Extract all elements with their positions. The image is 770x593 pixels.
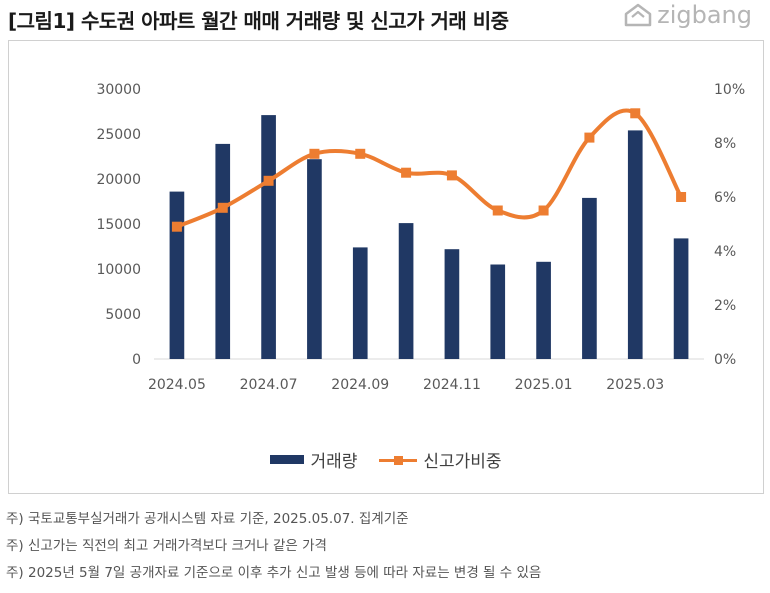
legend-label-ratio: 신고가비중 xyxy=(423,452,502,472)
legend-swatch-line xyxy=(379,453,418,467)
ratio-point-2025.03 xyxy=(630,108,641,119)
legend: 거래량 신고가비중 xyxy=(9,447,763,472)
bar-2025.01 xyxy=(536,261,551,359)
footnotes: 주) 국토교통부실거래가 공개시스템 자료 기준, 2025.05.07. 집계… xyxy=(6,506,541,587)
y-left-tick-label: 15000 xyxy=(96,217,141,233)
footnote-1: 주) 국토교통부실거래가 공개시스템 자료 기준, 2025.05.07. 집계… xyxy=(6,511,409,527)
bar-2024.11 xyxy=(444,249,460,359)
ratio-line xyxy=(174,108,684,229)
y-right-tick-label: 0% xyxy=(714,352,736,368)
bar-2024.12 xyxy=(490,264,506,359)
legend-item-ratio: 신고가비중 xyxy=(379,447,502,472)
legend-item-volume: 거래량 xyxy=(270,447,357,472)
x-tick-label: 2024.09 xyxy=(331,377,389,393)
ratio-point-2024.05 xyxy=(171,221,182,232)
ratio-point-2024.10 xyxy=(401,167,412,178)
y-right-tick-label: 4% xyxy=(714,244,736,260)
y-right-tick-label: 10% xyxy=(714,82,745,98)
bar-2024.10 xyxy=(398,223,414,359)
y-left-tick-label: 0 xyxy=(132,352,141,368)
chart-title: [그림1] 수도권 아파트 월간 매매 거래량 및 신고가 거래 비중 xyxy=(8,9,509,33)
x-tick-label: 2025.03 xyxy=(606,377,664,393)
ratio-point-2025.04 xyxy=(676,192,687,202)
y-left-tick-label: 10000 xyxy=(96,262,141,278)
ratio-point-2024.08 xyxy=(309,148,320,159)
x-tick-label: 2025.01 xyxy=(515,377,573,393)
bar-2025.02 xyxy=(582,197,597,359)
x-tick-label: 2024.07 xyxy=(240,377,298,393)
y-right-tick-label: 8% xyxy=(714,136,736,152)
y-left-tick-label: 5000 xyxy=(105,307,141,323)
chart-area: 0 5000 10000 15000 20000 25000 30000 0% 2% 4% 6% 8… xyxy=(8,40,764,494)
ratio-point-2025.02 xyxy=(584,132,595,143)
ratio-point-2024.11 xyxy=(446,170,457,181)
ratio-point-2025.01 xyxy=(538,205,549,216)
ratio-point-2024.09 xyxy=(355,148,366,159)
y-left-tick-label: 20000 xyxy=(96,172,141,188)
legend-swatch-bar xyxy=(270,455,305,464)
x-tick-label: 2024.05 xyxy=(148,377,206,393)
ratio-point-2024.12 xyxy=(492,205,503,216)
line-series xyxy=(171,108,687,232)
bar-2025.04 xyxy=(673,238,689,359)
zigbang-house-icon xyxy=(624,3,652,27)
bar-2024.09 xyxy=(352,247,368,359)
y-right-tick-label: 6% xyxy=(714,190,736,206)
x-tick-label: 2024.11 xyxy=(423,377,481,393)
bar-2024.05 xyxy=(169,191,185,359)
y-right-axis: 0% 2% 4% 6% 8% 10% xyxy=(714,82,745,368)
combo-chart: 0 5000 10000 15000 20000 25000 30000 0% 2% 4% 6% 8… xyxy=(96,82,745,393)
brand-name: zigbang xyxy=(657,1,752,29)
footnote-3: 주) 2025년 5월 7일 공개자료 기준으로 이후 추가 신고 발생 등에 … xyxy=(6,565,542,581)
y-right-tick-label: 2% xyxy=(714,298,736,314)
footnote-2: 주) 신고가는 직전의 최고 거래가격보다 크거나 같은 가격 xyxy=(6,538,327,554)
y-left-axis: 0 5000 10000 15000 20000 25000 30000 xyxy=(96,82,141,368)
brand-logo: zigbang xyxy=(623,1,752,29)
bar-series xyxy=(169,115,689,359)
bar-2024.08 xyxy=(307,159,322,359)
y-left-tick-label: 25000 xyxy=(96,127,141,143)
x-axis: 2024.05 2024.07 2024.09 2024.11 2025.01 2025.… xyxy=(148,377,664,393)
legend-label-volume: 거래량 xyxy=(310,452,358,472)
bar-2025.03 xyxy=(627,130,643,359)
y-left-tick-label: 30000 xyxy=(96,82,141,98)
ratio-point-2024.07 xyxy=(263,175,274,186)
bar-2024.07 xyxy=(261,115,276,359)
ratio-point-2024.06 xyxy=(217,202,228,213)
bar-2024.06 xyxy=(215,143,231,359)
